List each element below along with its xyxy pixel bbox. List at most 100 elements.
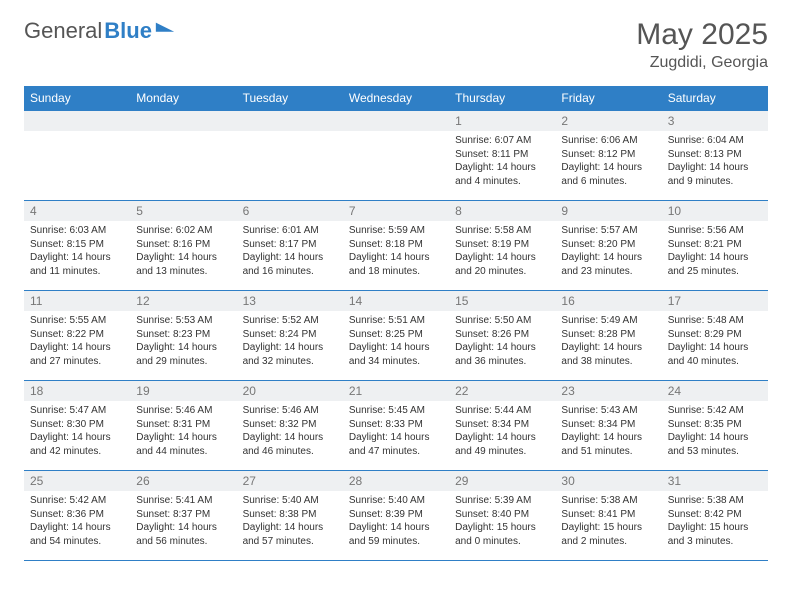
calendar-cell: 16Sunrise: 5:49 AMSunset: 8:28 PMDayligh… [555,291,661,381]
weekday-header: Wednesday [343,86,449,111]
sunrise-text: Sunrise: 5:49 AM [561,314,655,328]
sunrise-text: Sunrise: 6:07 AM [455,134,549,148]
sunrise-text: Sunrise: 5:58 AM [455,224,549,238]
sunset-text: Sunset: 8:15 PM [30,238,124,252]
day-number: 18 [24,381,130,401]
cell-body: Sunrise: 5:41 AMSunset: 8:37 PMDaylight:… [130,491,236,554]
day-number: 16 [555,291,661,311]
calendar-cell: 3Sunrise: 6:04 AMSunset: 8:13 PMDaylight… [662,111,768,201]
cell-body: Sunrise: 5:38 AMSunset: 8:42 PMDaylight:… [662,491,768,554]
calendar-cell: 28Sunrise: 5:40 AMSunset: 8:39 PMDayligh… [343,471,449,561]
cell-body: Sunrise: 5:51 AMSunset: 8:25 PMDaylight:… [343,311,449,374]
calendar-row: 18Sunrise: 5:47 AMSunset: 8:30 PMDayligh… [24,381,768,471]
cell-body: Sunrise: 5:50 AMSunset: 8:26 PMDaylight:… [449,311,555,374]
daylight-text: Daylight: 14 hours and 56 minutes. [136,521,230,548]
calendar-cell: 19Sunrise: 5:46 AMSunset: 8:31 PMDayligh… [130,381,236,471]
calendar-cell: 5Sunrise: 6:02 AMSunset: 8:16 PMDaylight… [130,201,236,291]
calendar-cell: 26Sunrise: 5:41 AMSunset: 8:37 PMDayligh… [130,471,236,561]
calendar-cell: 27Sunrise: 5:40 AMSunset: 8:38 PMDayligh… [237,471,343,561]
day-number: 28 [343,471,449,491]
cell-body: Sunrise: 6:06 AMSunset: 8:12 PMDaylight:… [555,131,661,194]
daylight-text: Daylight: 14 hours and 46 minutes. [243,431,337,458]
weekday-header: Sunday [24,86,130,111]
sunset-text: Sunset: 8:17 PM [243,238,337,252]
calendar-cell: 22Sunrise: 5:44 AMSunset: 8:34 PMDayligh… [449,381,555,471]
sunset-text: Sunset: 8:18 PM [349,238,443,252]
day-number: 14 [343,291,449,311]
daylight-text: Daylight: 14 hours and 54 minutes. [30,521,124,548]
cell-body: Sunrise: 5:47 AMSunset: 8:30 PMDaylight:… [24,401,130,464]
daylight-text: Daylight: 14 hours and 27 minutes. [30,341,124,368]
sunrise-text: Sunrise: 5:38 AM [561,494,655,508]
calendar-cell [24,111,130,201]
day-number: 13 [237,291,343,311]
day-number: 31 [662,471,768,491]
daylight-text: Daylight: 14 hours and 13 minutes. [136,251,230,278]
day-number: 27 [237,471,343,491]
calendar-cell [130,111,236,201]
cell-body: Sunrise: 5:52 AMSunset: 8:24 PMDaylight:… [237,311,343,374]
calendar-row: 4Sunrise: 6:03 AMSunset: 8:15 PMDaylight… [24,201,768,291]
cell-body: Sunrise: 5:57 AMSunset: 8:20 PMDaylight:… [555,221,661,284]
cell-body: Sunrise: 5:49 AMSunset: 8:28 PMDaylight:… [555,311,661,374]
sunrise-text: Sunrise: 5:46 AM [243,404,337,418]
cell-body: Sunrise: 5:46 AMSunset: 8:32 PMDaylight:… [237,401,343,464]
sunrise-text: Sunrise: 5:46 AM [136,404,230,418]
sunrise-text: Sunrise: 5:51 AM [349,314,443,328]
calendar-cell: 9Sunrise: 5:57 AMSunset: 8:20 PMDaylight… [555,201,661,291]
cell-body: Sunrise: 6:01 AMSunset: 8:17 PMDaylight:… [237,221,343,284]
day-number: 3 [662,111,768,131]
sunrise-text: Sunrise: 5:53 AM [136,314,230,328]
sunset-text: Sunset: 8:40 PM [455,508,549,522]
cell-body: Sunrise: 5:53 AMSunset: 8:23 PMDaylight:… [130,311,236,374]
calendar-cell: 21Sunrise: 5:45 AMSunset: 8:33 PMDayligh… [343,381,449,471]
day-number: 24 [662,381,768,401]
calendar-cell: 31Sunrise: 5:38 AMSunset: 8:42 PMDayligh… [662,471,768,561]
daylight-text: Daylight: 14 hours and 18 minutes. [349,251,443,278]
sunset-text: Sunset: 8:21 PM [668,238,762,252]
daylight-text: Daylight: 14 hours and 20 minutes. [455,251,549,278]
sunset-text: Sunset: 8:31 PM [136,418,230,432]
cell-body: Sunrise: 6:03 AMSunset: 8:15 PMDaylight:… [24,221,130,284]
day-number: 7 [343,201,449,221]
sunrise-text: Sunrise: 5:41 AM [136,494,230,508]
sunset-text: Sunset: 8:20 PM [561,238,655,252]
cell-body: Sunrise: 6:04 AMSunset: 8:13 PMDaylight:… [662,131,768,194]
day-number: 12 [130,291,236,311]
weekday-header: Friday [555,86,661,111]
sunrise-text: Sunrise: 5:38 AM [668,494,762,508]
header: GeneralBlue May 2025 Zugdidi, Georgia [24,18,768,72]
logo-text-1: General [24,18,102,44]
day-number: 23 [555,381,661,401]
sunset-text: Sunset: 8:25 PM [349,328,443,342]
daylight-text: Daylight: 14 hours and 25 minutes. [668,251,762,278]
daylight-text: Daylight: 14 hours and 38 minutes. [561,341,655,368]
calendar-row: 1Sunrise: 6:07 AMSunset: 8:11 PMDaylight… [24,111,768,201]
sunset-text: Sunset: 8:23 PM [136,328,230,342]
daylight-text: Daylight: 14 hours and 53 minutes. [668,431,762,458]
calendar-row: 11Sunrise: 5:55 AMSunset: 8:22 PMDayligh… [24,291,768,381]
calendar-cell: 17Sunrise: 5:48 AMSunset: 8:29 PMDayligh… [662,291,768,381]
cell-body: Sunrise: 5:59 AMSunset: 8:18 PMDaylight:… [343,221,449,284]
sunset-text: Sunset: 8:34 PM [561,418,655,432]
sunrise-text: Sunrise: 5:57 AM [561,224,655,238]
sunrise-text: Sunrise: 6:02 AM [136,224,230,238]
cell-body: Sunrise: 5:40 AMSunset: 8:38 PMDaylight:… [237,491,343,554]
day-number [237,111,343,131]
sunset-text: Sunset: 8:34 PM [455,418,549,432]
day-number: 1 [449,111,555,131]
calendar-cell: 18Sunrise: 5:47 AMSunset: 8:30 PMDayligh… [24,381,130,471]
day-number [343,111,449,131]
day-number: 6 [237,201,343,221]
sunset-text: Sunset: 8:32 PM [243,418,337,432]
cell-body: Sunrise: 5:48 AMSunset: 8:29 PMDaylight:… [662,311,768,374]
calendar-cell: 10Sunrise: 5:56 AMSunset: 8:21 PMDayligh… [662,201,768,291]
cell-body: Sunrise: 5:55 AMSunset: 8:22 PMDaylight:… [24,311,130,374]
daylight-text: Daylight: 14 hours and 49 minutes. [455,431,549,458]
calendar-cell: 13Sunrise: 5:52 AMSunset: 8:24 PMDayligh… [237,291,343,381]
day-number: 15 [449,291,555,311]
calendar-cell: 1Sunrise: 6:07 AMSunset: 8:11 PMDaylight… [449,111,555,201]
daylight-text: Daylight: 15 hours and 3 minutes. [668,521,762,548]
sunrise-text: Sunrise: 5:59 AM [349,224,443,238]
calendar-cell: 7Sunrise: 5:59 AMSunset: 8:18 PMDaylight… [343,201,449,291]
